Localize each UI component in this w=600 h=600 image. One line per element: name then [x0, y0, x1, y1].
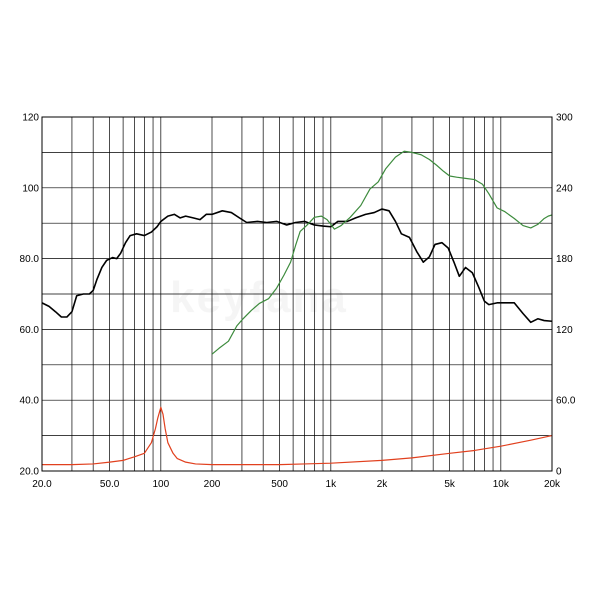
y-right-tick-label: 240 — [556, 183, 573, 194]
y-right-tick-label: 60.0 — [556, 396, 576, 407]
watermark-text: keyfana — [170, 273, 348, 322]
y-left-tick-label: 100 — [22, 183, 39, 194]
y-right-tick-label: 180 — [556, 254, 573, 265]
y-left-tick-label: 60.0 — [20, 325, 40, 336]
x-tick-label: 20k — [544, 479, 561, 490]
y-left-tick-label: 120 — [22, 113, 39, 124]
series-line-2 — [211, 150, 553, 355]
x-tick-label: 5k — [444, 479, 456, 490]
x-tick-label: 2k — [377, 479, 389, 490]
x-tick-label: 20.0 — [32, 479, 52, 490]
tick-labels: 20.0 50.0 100 200 500 1k 2k 5k 10k 20k 120 100 80.0 6… — [20, 113, 576, 491]
x-tick-label: 1k — [326, 479, 338, 490]
x-tick-label: 10k — [493, 479, 510, 490]
grid — [42, 117, 552, 471]
x-tick-label: 200 — [204, 479, 221, 490]
series-line-1 — [41, 208, 553, 324]
y-right-tick-label: 0 — [556, 467, 562, 478]
y-left-tick-label: 20.0 — [20, 467, 40, 478]
curves — [41, 150, 553, 466]
x-tick-label: 100 — [152, 479, 169, 490]
y-right-tick-label: 300 — [556, 113, 573, 124]
y-right-tick-label: 120 — [556, 325, 573, 336]
y-left-tick-label: 40.0 — [20, 396, 40, 407]
y-left-tick-label: 80.0 — [20, 254, 40, 265]
x-tick-label: 50.0 — [100, 479, 120, 490]
series-line-3 — [42, 406, 553, 466]
plot-frame — [41, 116, 553, 472]
x-tick-label: 500 — [271, 479, 288, 490]
